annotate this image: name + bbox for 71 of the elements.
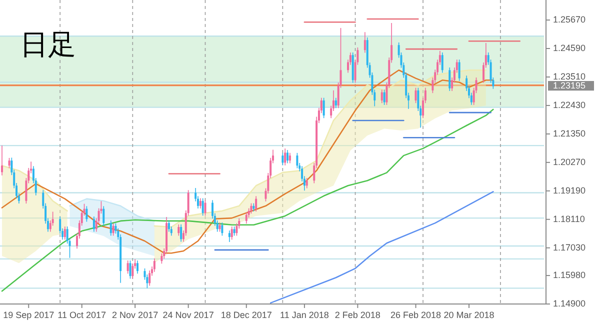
y-tick-label: 1.24590 [553, 43, 586, 54]
candlestick [136, 260, 138, 274]
x-tick-label: 19 Sep 2017 [3, 310, 54, 320]
line-series [154, 69, 487, 228]
line-series [270, 191, 494, 304]
y-tick-label: 1.22430 [553, 100, 586, 110]
candlestick [218, 222, 221, 232]
y-tick-label: 1.18110 [553, 214, 585, 224]
candlestick [202, 198, 204, 216]
candlestick [383, 89, 386, 106]
candlestick [102, 206, 105, 226]
candlestick [86, 206, 88, 222]
candlestick [255, 196, 258, 212]
candlestick [306, 178, 308, 189]
candlestick [112, 222, 114, 236]
x-tick-label: 18 Dec 2017 [220, 310, 272, 320]
line-series [1, 164, 68, 212]
candlestick [230, 226, 233, 240]
y-tick-label: 1.15980 [553, 270, 586, 280]
text: 日足 [20, 29, 76, 60]
candlestick [64, 226, 66, 240]
candlestick [441, 52, 444, 74]
y-tick-label: 1.23510 [553, 72, 586, 82]
candlestick [364, 32, 366, 54]
x-tick-label: 11 Oct 2017 [58, 310, 106, 320]
candlestick [334, 97, 337, 108]
candlestick [322, 97, 325, 119]
candlestick [160, 252, 163, 264]
candlestick [250, 202, 252, 214]
candlestick [448, 67, 451, 92]
candlestick [8, 158, 10, 169]
candlestick [168, 220, 170, 232]
candlestick [296, 152, 298, 169]
y-tick-label: 1.21350 [553, 128, 586, 139]
candlestick [178, 224, 180, 236]
candlestick [1, 145, 3, 176]
candlestick [204, 200, 206, 216]
candlestick [180, 224, 182, 242]
candlestick [286, 150, 289, 164]
candlestick [414, 87, 417, 104]
candlestick [233, 226, 236, 236]
candlestick [199, 198, 202, 209]
candlestick [245, 212, 248, 224]
candlestick [148, 270, 151, 286]
x-tick-label: 26 Feb 2018 [390, 310, 442, 320]
y-tick-label: 1.20270 [553, 157, 586, 168]
y-tick-label: 1.25670 [553, 14, 586, 25]
candlestick [458, 59, 460, 82]
candlestick [288, 152, 291, 164]
y-tick-label: 1.17030 [553, 242, 586, 252]
ref-line-label: 1.23195 [553, 80, 586, 90]
candlestick [236, 222, 238, 236]
candlestick [228, 230, 230, 242]
candlestick [129, 260, 132, 280]
candlestick [92, 216, 95, 232]
x-tick-label: 11 Jan 2018 [280, 310, 329, 320]
candlestick [221, 222, 224, 236]
candlestick [153, 258, 156, 272]
x-tick-label: 2 Feb 2018 [334, 310, 380, 320]
candlestick [126, 260, 129, 274]
x-tick-label: 2 Nov 2017 [112, 310, 158, 320]
candlestick [132, 262, 134, 280]
candlestick [380, 89, 383, 104]
y-tick-label: 1.14900 [553, 298, 586, 309]
x-tick-label: 20 Mar 2018 [444, 310, 494, 320]
x-tick-label: 24 Nov 2017 [162, 310, 214, 320]
candlestick [110, 220, 112, 236]
line-series [1, 108, 494, 292]
candlestick [284, 148, 286, 166]
y-tick-label: 1.19190 [553, 185, 586, 196]
candlestick [282, 152, 284, 166]
